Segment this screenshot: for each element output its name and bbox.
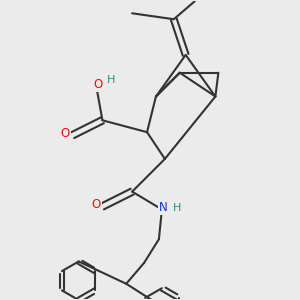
Text: O: O xyxy=(61,127,70,140)
Text: O: O xyxy=(92,199,101,212)
Text: N: N xyxy=(159,202,168,214)
Text: H: H xyxy=(107,75,116,85)
Text: O: O xyxy=(93,78,103,91)
Text: H: H xyxy=(172,203,181,213)
